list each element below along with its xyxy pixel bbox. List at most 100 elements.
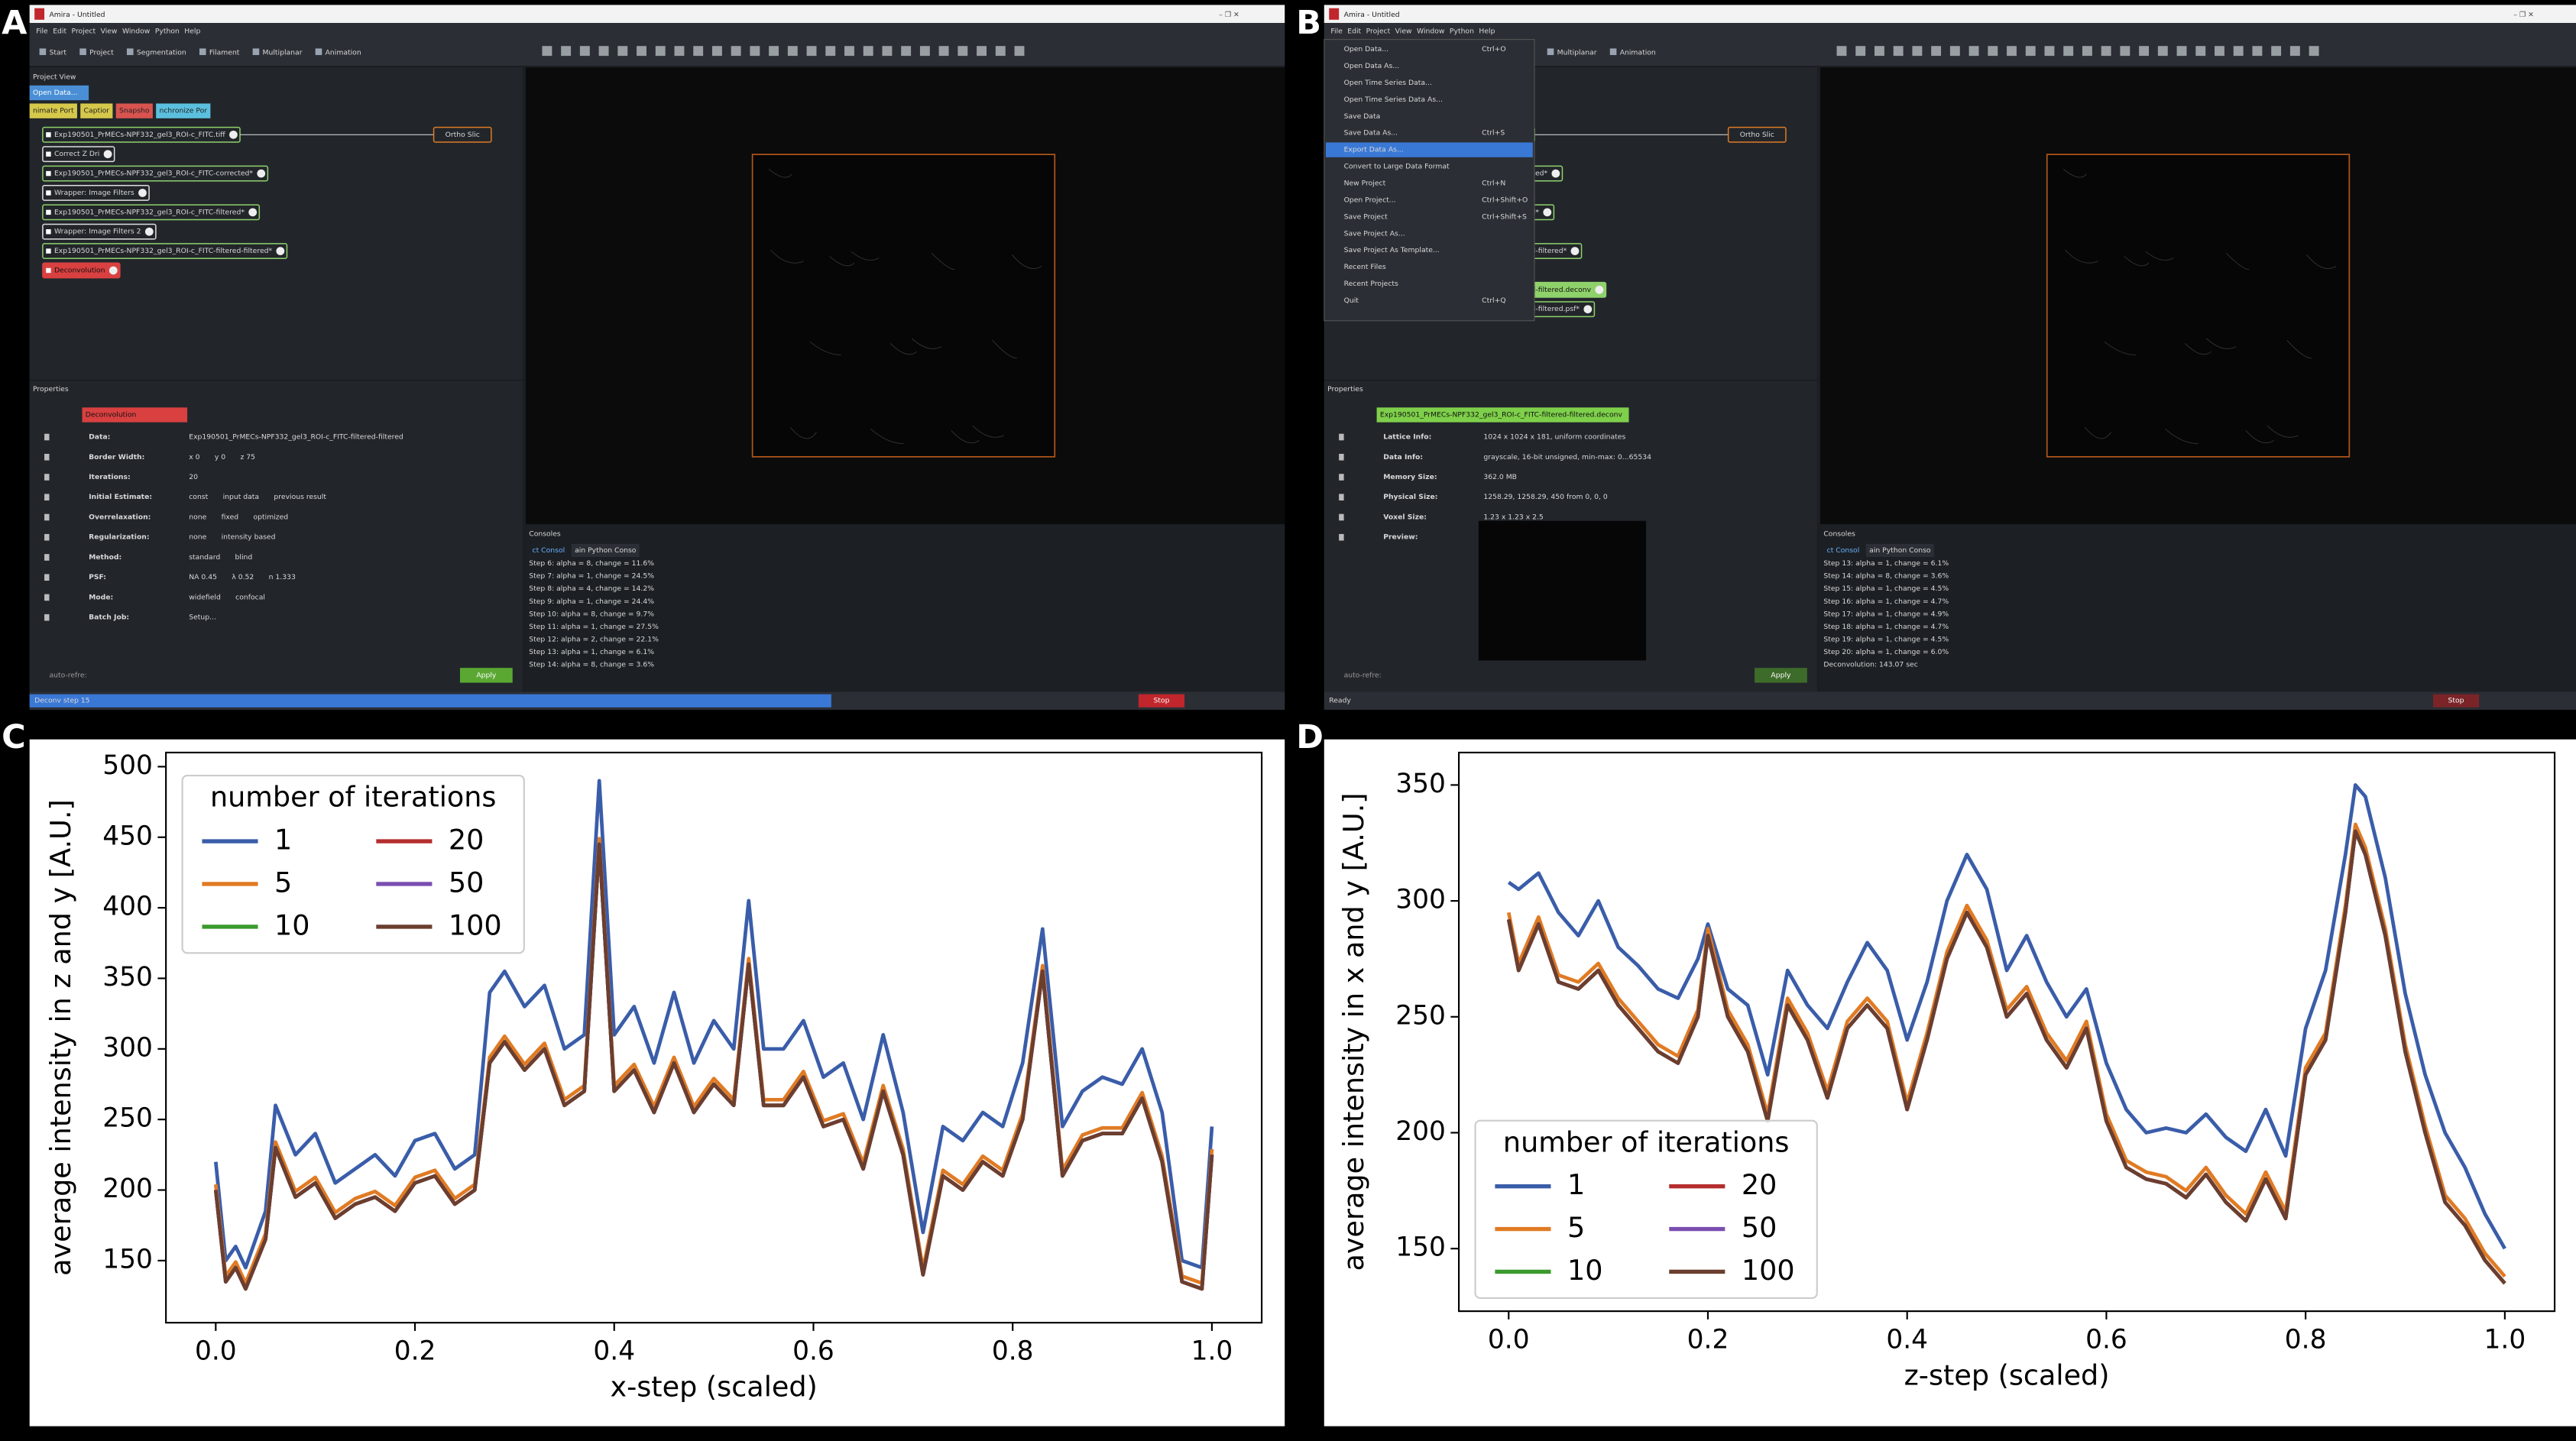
- stop-label: Stop: [1153, 697, 1169, 705]
- file-menu-shortcut: Ctrl+O: [1482, 45, 1505, 53]
- property-value: n 1.333: [269, 573, 296, 581]
- node-toggle: [103, 150, 112, 159]
- property-value: 1258.29, 1258.29, 450 from 0, 0, 0: [1483, 493, 1608, 501]
- menu-bar: [29, 23, 1285, 40]
- app-icon: [1329, 8, 1340, 20]
- ortho-node: [433, 126, 492, 143]
- node: [42, 262, 121, 279]
- toolbar-button: Project: [89, 48, 114, 57]
- node-port: [46, 248, 51, 254]
- node-port: [46, 209, 51, 215]
- node-toggle: [276, 247, 285, 255]
- tool-icon: [1893, 46, 1904, 57]
- cell-texture: [2062, 169, 2087, 178]
- console-line: Step 6: alpha = 8, change = 11.6%: [529, 559, 654, 568]
- node-toggle: [229, 130, 238, 139]
- node-toggle: [1551, 169, 1560, 178]
- tool-icon: [882, 46, 893, 57]
- ortho-node: [1727, 126, 1787, 143]
- node: [42, 185, 150, 201]
- legend-label: 100: [1742, 1254, 1795, 1287]
- file-menu-item: New Project: [1344, 179, 1386, 187]
- status-text: Deconv step 15: [34, 697, 90, 705]
- legend-label: 50: [1742, 1211, 1777, 1244]
- cell-texture: [972, 425, 1004, 438]
- pin-icon: [44, 513, 50, 521]
- node-port: [46, 228, 51, 235]
- property-value: none: [189, 513, 206, 521]
- menu-item: View: [1395, 27, 1412, 35]
- cell-texture: [2104, 341, 2136, 355]
- project-panel: [29, 67, 523, 380]
- property-value: confocal: [235, 593, 265, 601]
- property-label: Overrelaxation:: [89, 513, 151, 521]
- screenshot: Amira - Untitled – ❐ ✕ File Edit Project View…: [29, 5, 1285, 711]
- pin-icon: [1339, 453, 1344, 461]
- property-label: Initial Estimate:: [89, 493, 152, 501]
- cell-texture: [2065, 249, 2098, 264]
- open-data-button: [29, 85, 89, 101]
- cell-texture: [789, 426, 817, 439]
- line-series: [1506, 829, 2506, 1285]
- file-menu-shortcut: Ctrl+Q: [1482, 296, 1505, 305]
- console-line: Step 17: alpha = 1, change = 4.9%: [1823, 610, 1949, 618]
- file-menu: [1324, 39, 1535, 322]
- node-port: [46, 132, 51, 138]
- property-value: 362.0 MB: [1483, 473, 1517, 481]
- x-tick-label: 0.0: [195, 1336, 237, 1366]
- node-toggle: [109, 266, 118, 275]
- module-name-box: [82, 407, 188, 423]
- property-value: grayscale, 16-bit unsigned, min-max: 0..…: [1483, 453, 1651, 461]
- port-tag: [80, 103, 113, 118]
- menu-item: Python: [1450, 27, 1474, 35]
- pin-icon: [44, 574, 50, 581]
- property-label: Data Info:: [1383, 453, 1423, 461]
- tool-icon: [1014, 46, 1025, 57]
- tool-icon: [637, 46, 646, 57]
- node-label: Exp190501_PrMECs-NPF332_gel3_ROI-c_FITC-…: [54, 208, 245, 216]
- property-label: Memory Size:: [1383, 473, 1437, 481]
- legend: [181, 774, 525, 954]
- legend-label: 10: [1567, 1254, 1603, 1287]
- line-series: [213, 779, 1214, 1270]
- auto-refresh: auto-refre:: [49, 671, 86, 679]
- cell-texture: [931, 252, 955, 270]
- file-menu-item: Save Project: [1344, 212, 1388, 221]
- window-title: Amira - Untitled: [49, 11, 105, 19]
- port-tag: [156, 103, 211, 118]
- status-text: Ready: [1329, 697, 1351, 705]
- tool-icon: [2025, 46, 2036, 57]
- y-tick-label: 200: [1395, 1116, 1446, 1147]
- panel-header: Consoles: [1823, 529, 1855, 538]
- apply-label: Apply: [1771, 671, 1791, 679]
- toolbar-button: Filament: [209, 48, 240, 57]
- property-value: z 75: [240, 453, 255, 461]
- property-value: Exp190501_PrMECs-NPF332_gel3_ROI-c_FITC-…: [189, 433, 403, 442]
- status-bar: [1324, 691, 2576, 711]
- pin-icon: [44, 554, 50, 561]
- y-tick-label: 400: [102, 892, 153, 922]
- cell-texture: [2225, 252, 2250, 270]
- property-value: standard: [189, 553, 220, 562]
- node-port: [46, 151, 51, 157]
- node-toggle: [1570, 247, 1580, 255]
- cell-texture: [2165, 428, 2199, 445]
- ortho-label: Ortho Slic: [1740, 131, 1774, 139]
- pin-icon: [1339, 533, 1344, 541]
- file-menu-item: Open Time Series Data...: [1344, 79, 1432, 87]
- console-line: Step 20: alpha = 1, change = 6.0%: [1823, 648, 1949, 656]
- property-label: Iterations:: [89, 473, 131, 481]
- toolbar-button: Animation: [1620, 48, 1656, 57]
- panel-label: C: [2, 718, 26, 756]
- console-tab: [1823, 543, 1863, 558]
- tool-icon: [2252, 46, 2263, 57]
- menu-item: Project: [72, 27, 96, 35]
- property-label: Preview:: [1383, 533, 1418, 542]
- menu-item: Help: [1479, 27, 1495, 35]
- console-panel: [525, 526, 1285, 692]
- toolbar-button: Segmentation: [137, 48, 186, 57]
- tool-icon: [2195, 46, 2206, 57]
- tool-icon: [2044, 46, 2055, 57]
- property-value: x 0: [189, 453, 199, 461]
